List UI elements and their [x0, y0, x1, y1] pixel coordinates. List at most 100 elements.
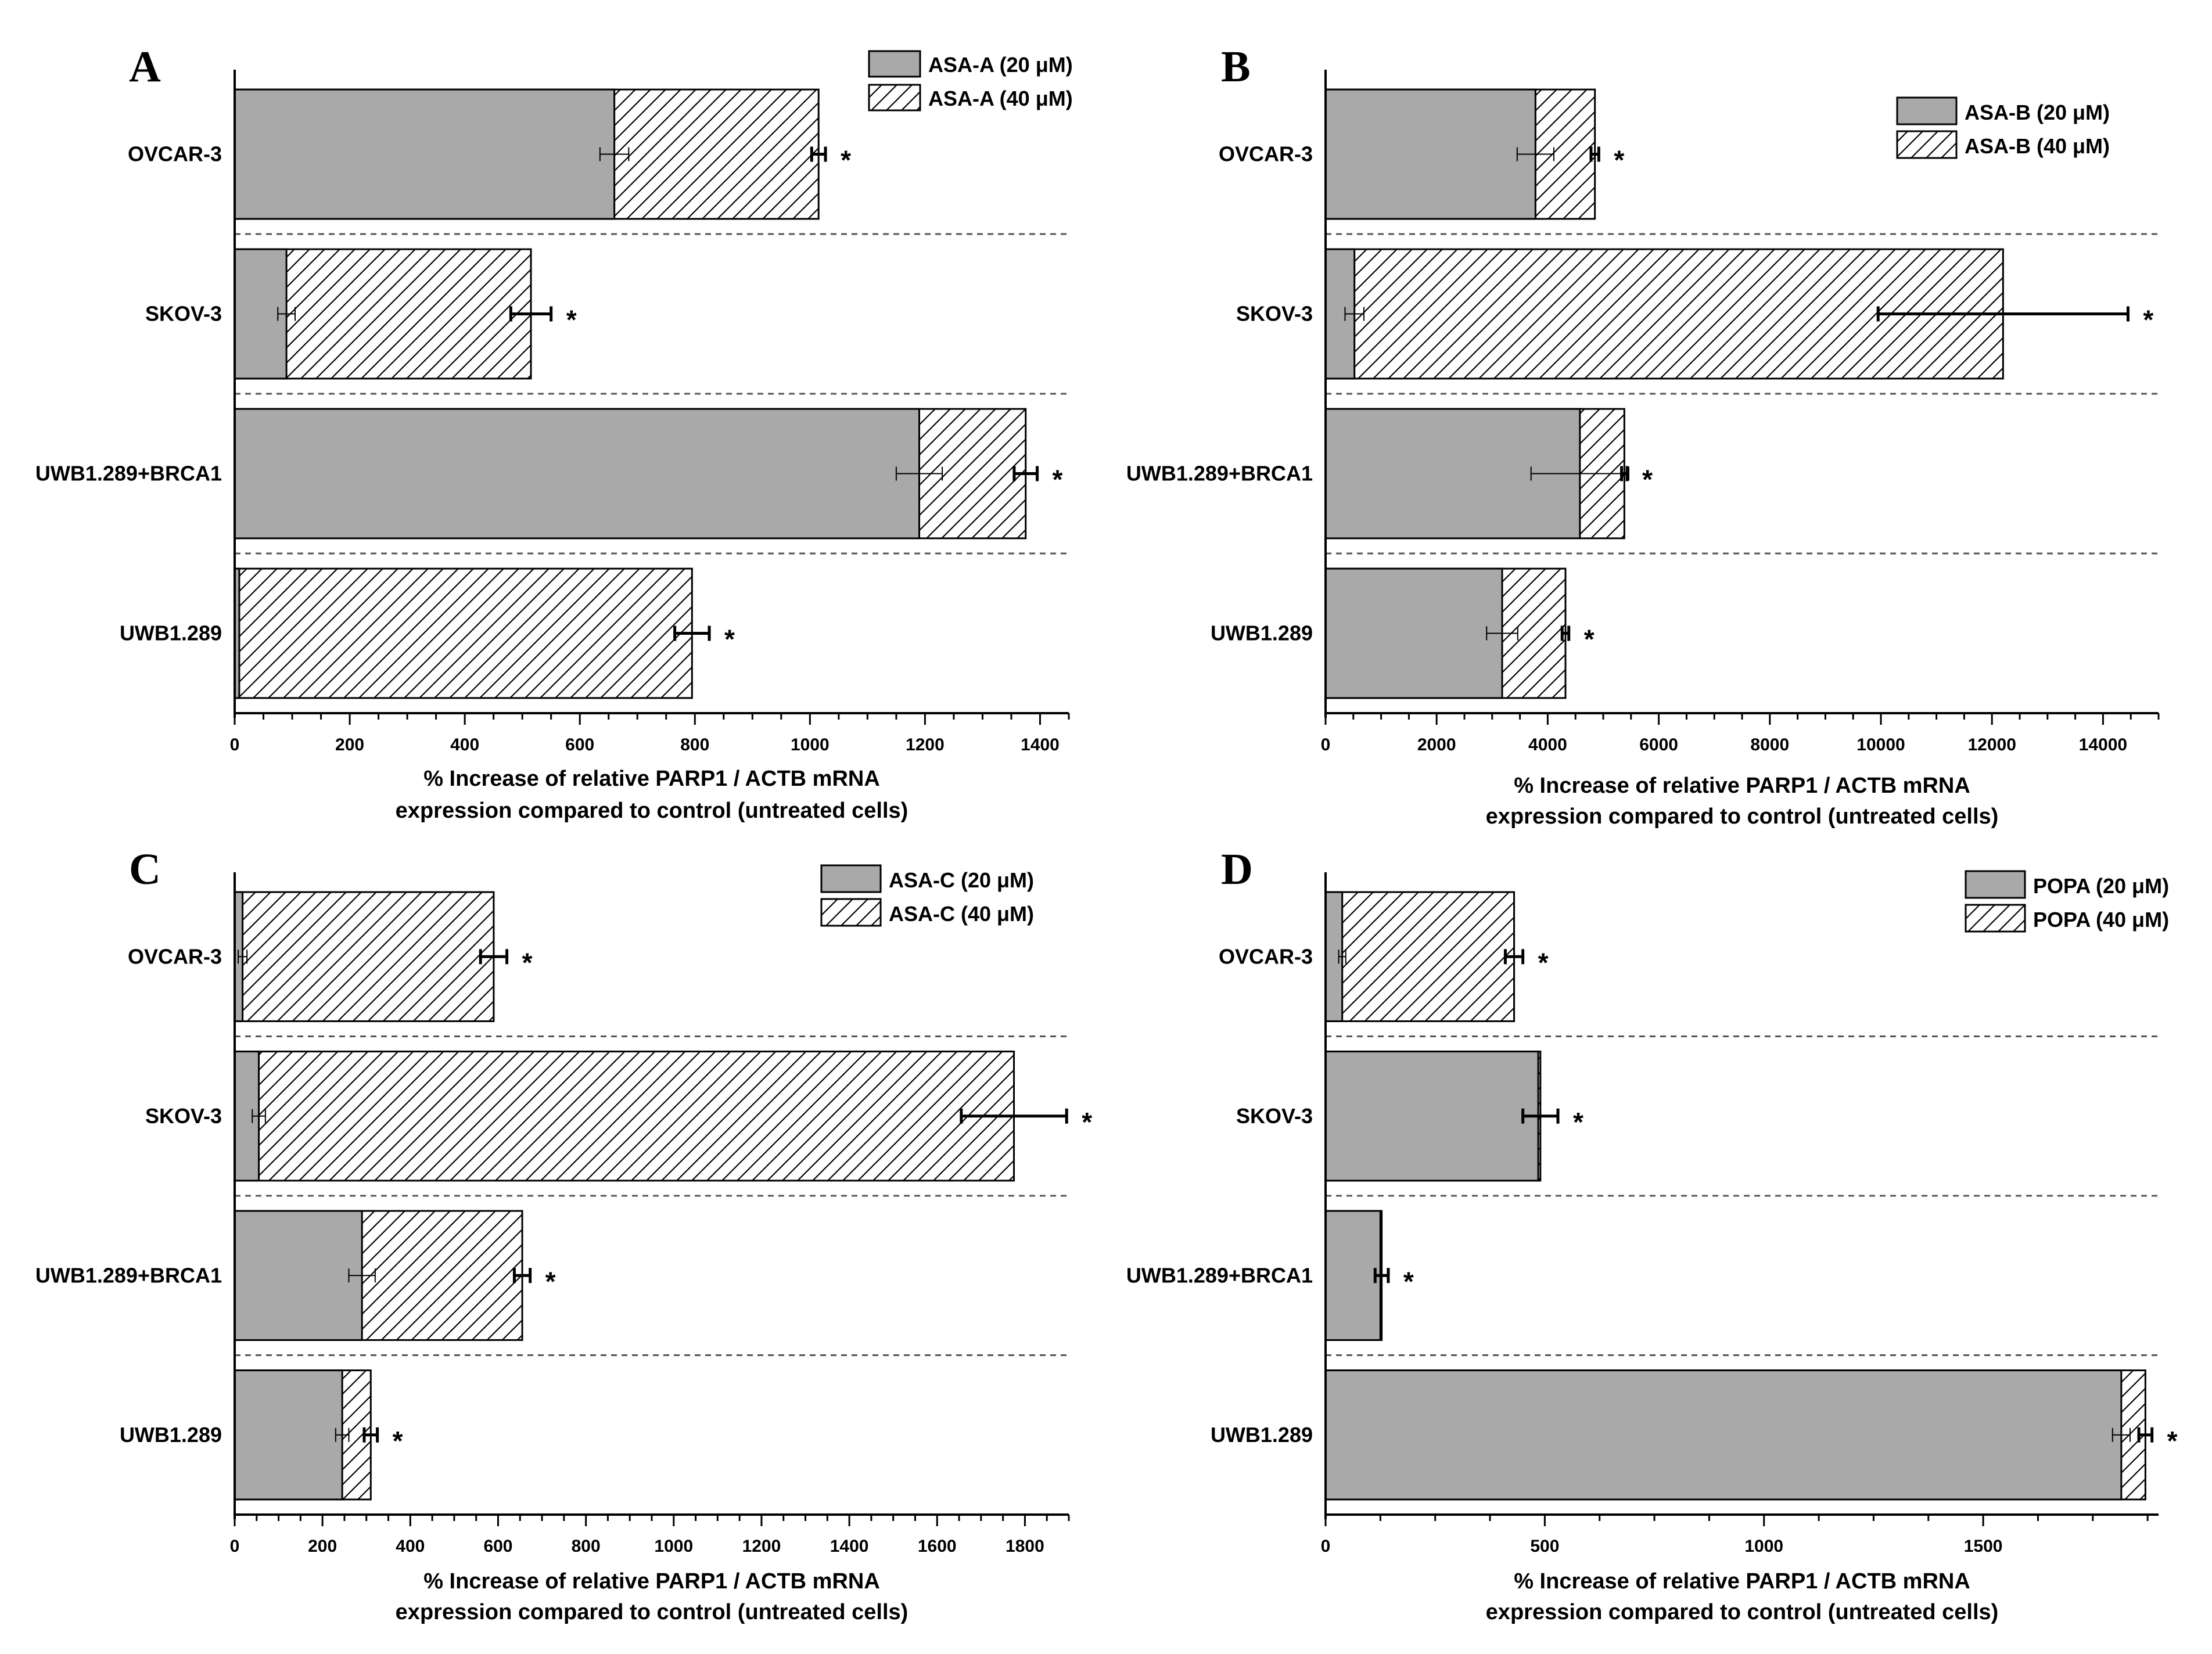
x-tick-label: 8000 — [1750, 735, 1789, 754]
error-bar-20um — [895, 466, 943, 481]
error-bar-40um — [1521, 1108, 1560, 1124]
category-label: UWB1.289 — [1211, 1423, 1313, 1447]
x-axis-title: expression compared to control (untreate… — [1486, 804, 1999, 829]
x-tick-label: 6000 — [1639, 735, 1678, 754]
category-label: UWB1.289+BRCA1 — [1126, 1263, 1313, 1287]
significance-star: * — [1053, 465, 1063, 495]
error-bar-20um — [1344, 307, 1364, 321]
bar-20um — [1324, 567, 1503, 699]
legend-swatch — [820, 864, 882, 893]
category-label: SKOV-3 — [145, 1104, 222, 1128]
error-bar-20um — [238, 950, 248, 964]
bar-20um — [1324, 1210, 1381, 1341]
error-bar-40um — [362, 1427, 379, 1443]
bar-20um — [234, 408, 921, 540]
x-tick-label: 1200 — [906, 735, 945, 754]
bar-20um — [1324, 1051, 1539, 1182]
x-axis-title: expression compared to control (untreate… — [1486, 1600, 1999, 1624]
x-tick-label: 0 — [1321, 1537, 1331, 1556]
bar-20um — [1324, 88, 1536, 220]
panel-label: A — [129, 42, 161, 91]
error-bar-40um — [1560, 625, 1571, 641]
x-axis-title: expression compared to control (untreate… — [396, 1600, 909, 1624]
x-tick-label: 12000 — [1967, 735, 2016, 754]
error-bar-20um — [1338, 950, 1346, 964]
x-tick-label: 0 — [230, 1537, 240, 1556]
x-tick-label: 800 — [680, 735, 709, 754]
panel-label: B — [1221, 42, 1251, 91]
error-bar-20um — [2112, 1428, 2131, 1442]
significance-star: * — [2143, 305, 2153, 335]
error-bar-20um — [1530, 466, 1629, 481]
category-label: OVCAR-3 — [1219, 944, 1313, 968]
error-bar-40um — [960, 1108, 1068, 1124]
x-tick-label: 1500 — [1964, 1537, 2003, 1556]
error-bar-20um — [252, 1109, 266, 1123]
legend-swatch — [820, 898, 882, 927]
panel-label: D — [1221, 845, 1253, 894]
x-tick-label: 14000 — [2079, 735, 2127, 754]
bar-40um — [1324, 891, 1516, 1022]
significance-star: * — [1538, 947, 1549, 977]
x-axis-title: % Increase of relative PARP1 / ACTB mRNA — [423, 1569, 880, 1594]
legend-swatch — [1896, 96, 1958, 125]
x-tick-label: 600 — [483, 1537, 512, 1556]
legend: POPA (20 μM) POPA (40 μM) — [1965, 870, 2169, 933]
x-tick-label: 600 — [565, 735, 594, 754]
legend: ASA-A (20 μM) ASA-A (40 μM) — [868, 50, 1073, 112]
significance-star: * — [545, 1266, 556, 1296]
bar-40um — [234, 1051, 1015, 1182]
x-tick-label: 1000 — [1744, 1537, 1783, 1556]
error-bar-20um — [1516, 147, 1554, 161]
significance-star: * — [393, 1426, 403, 1456]
x-tick-label: 1600 — [918, 1537, 957, 1556]
error-bar-40um — [1620, 466, 1629, 481]
x-tick-label: 1000 — [791, 735, 830, 754]
bar-20um — [234, 1369, 343, 1501]
bar-20um — [234, 88, 616, 220]
error-bar-20um — [599, 147, 630, 161]
x-tick-label: 1400 — [830, 1537, 869, 1556]
category-label: UWB1.289 — [120, 621, 222, 645]
significance-star: * — [1642, 465, 1653, 495]
x-tick-label: 800 — [572, 1537, 601, 1556]
category-label: OVCAR-3 — [128, 142, 222, 166]
category-label: SKOV-3 — [145, 302, 222, 326]
error-bar-40um — [1373, 1268, 1390, 1283]
x-tick-label: 400 — [450, 735, 479, 754]
legend-label: ASA-B (40 μM) — [1965, 134, 2110, 158]
error-bar-40um — [1503, 949, 1525, 965]
bar-20um — [1324, 408, 1581, 540]
legend-swatch — [1965, 870, 2026, 899]
error-bar-20um — [277, 307, 296, 321]
error-bar-40um — [2137, 1427, 2154, 1443]
panel-c: C OVCAR-3 * SKOV-3 * UWB1.289+BRCA1 * UWB1.289 *… — [35, 845, 1092, 1624]
significance-star: * — [1082, 1107, 1092, 1137]
error-bar-40um — [810, 146, 827, 162]
category-label: SKOV-3 — [1236, 302, 1313, 326]
legend-swatch — [868, 84, 921, 112]
legend-label: POPA (40 μM) — [2033, 908, 2169, 932]
category-label: OVCAR-3 — [128, 944, 222, 968]
x-axis-title: expression compared to control (untreate… — [396, 799, 909, 823]
legend-label: POPA (20 μM) — [2033, 874, 2169, 898]
x-tick-label: 1200 — [742, 1537, 781, 1556]
x-tick-label: 0 — [230, 735, 240, 754]
error-bar-40um — [509, 306, 553, 322]
significance-star: * — [2167, 1426, 2178, 1456]
error-bar-40um — [1589, 146, 1600, 162]
category-label: UWB1.289 — [120, 1423, 222, 1447]
x-tick-label: 200 — [335, 735, 364, 754]
panel-a: A OVCAR-3 * SKOV-3 * UWB1.289+BRCA1 * UWB1.289 *… — [35, 42, 1073, 823]
bar-40um — [234, 891, 495, 1022]
x-tick-label: 200 — [308, 1537, 337, 1556]
x-tick-label: 1800 — [1006, 1537, 1044, 1556]
x-tick-label: 4000 — [1528, 735, 1567, 754]
error-bar-40um — [673, 625, 711, 641]
bar-40um — [234, 567, 693, 699]
error-bar-20um — [348, 1268, 376, 1283]
x-tick-label: 500 — [1530, 1537, 1559, 1556]
category-label: SKOV-3 — [1236, 1104, 1313, 1128]
significance-star: * — [1573, 1107, 1583, 1137]
